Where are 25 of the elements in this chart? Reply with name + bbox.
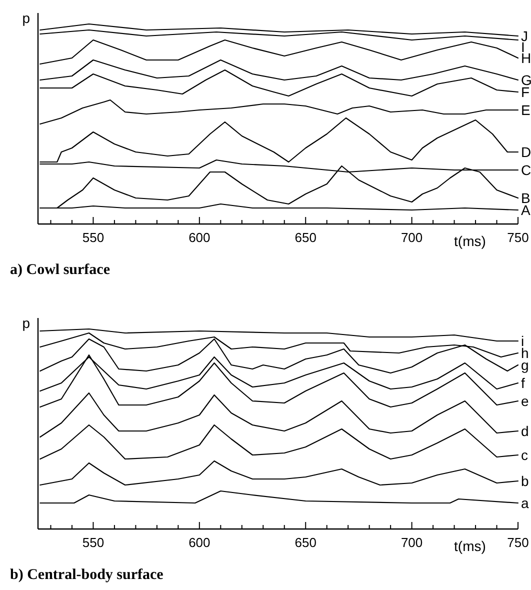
x-tick-label: 550 xyxy=(82,535,104,550)
x-tick-label: 700 xyxy=(400,230,423,245)
x-tick-label: 700 xyxy=(400,535,423,550)
x-tick-label: 750 xyxy=(507,230,529,245)
text: b) Central-body surface xyxy=(10,567,164,583)
series-label: E xyxy=(521,102,530,118)
x-tick-label: 600 xyxy=(188,230,210,245)
y-axis-title: p xyxy=(22,10,30,26)
series-label: c xyxy=(521,447,528,463)
x-axis-title: t(ms) xyxy=(454,233,486,249)
x-axis-title: t(ms) xyxy=(454,538,486,554)
series-label: b xyxy=(521,473,529,489)
series-label: D xyxy=(521,144,531,160)
text: a) Cowl surface xyxy=(10,262,110,278)
x-tick-label: 600 xyxy=(188,535,210,550)
y-axis-title: p xyxy=(22,315,30,331)
series-label: f xyxy=(521,375,525,391)
series-label: C xyxy=(521,162,531,178)
series-label: a xyxy=(521,495,529,511)
x-tick-label: 650 xyxy=(294,535,316,550)
x-tick-label: 550 xyxy=(82,230,104,245)
series-label: e xyxy=(521,393,529,409)
series-label: d xyxy=(521,423,529,439)
x-tick-label: 650 xyxy=(294,230,316,245)
x-tick-label: 750 xyxy=(507,535,529,550)
